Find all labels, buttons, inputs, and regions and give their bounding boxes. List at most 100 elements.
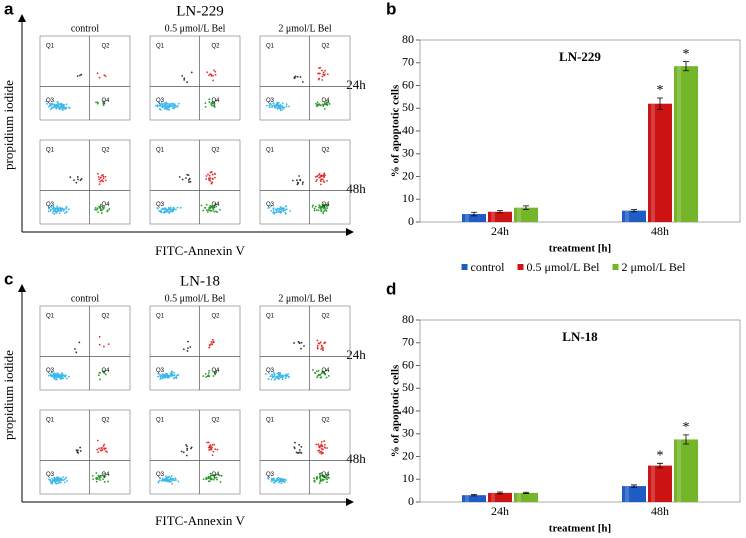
cell-dot [98,477,101,480]
cell-dot [220,474,223,477]
cell-dot [302,181,304,184]
cell-dot [187,340,189,343]
quadrant-label: Q2 [212,148,221,154]
cell-dot [319,480,322,483]
cell-dot [208,375,211,378]
bar [462,495,486,502]
y-tick-label: 50 [402,100,414,114]
cell-dot [56,100,59,103]
cell-dot [277,105,280,107]
cell-dot [173,103,176,106]
cell-dot [324,443,326,446]
cell-dot [213,476,216,478]
cell-dot [277,106,280,109]
cell-dot [215,476,218,479]
cell-dot [181,178,184,181]
error-bar [657,462,663,469]
column-label: 0.5 μmol/L Bel [165,23,226,34]
cell-dot [50,480,53,483]
plot-frame [39,305,131,391]
cell-dot [213,102,216,104]
y-tick-label: 30 [402,426,414,440]
cell-dot [294,441,296,444]
cell-dot [59,103,61,106]
cell-dot [164,373,167,376]
cell-dot [216,211,219,214]
cell-dot [285,212,287,215]
cell-dot [320,372,323,375]
cell-dot [208,101,211,103]
cell-dot [172,210,175,212]
cell-dot [104,373,107,376]
cell-dot [214,474,217,477]
cell-dot [103,371,105,374]
cell-dot [74,348,76,350]
bar-highlight [677,439,681,502]
cell-dot [272,477,275,480]
quadrant-label: Q1 [266,44,275,50]
cell-dot [277,476,280,479]
cell-dot [75,351,78,354]
cell-dot [317,450,320,452]
cell-dot [187,178,190,181]
cell-dot [213,206,216,209]
cell-dot [54,480,57,483]
cell-dot [166,106,169,108]
cell-dot [323,440,326,442]
cell-dot [267,207,270,210]
cell-dot [323,209,326,212]
legend-label: 2 μmol/L Bel [622,260,687,274]
cell-dot [173,107,175,110]
cell-dot [51,102,54,105]
cell-dot [65,208,67,210]
cell-dot [278,210,281,213]
cell-dot [322,71,325,74]
cell-dot [205,376,208,378]
cell-dot [270,478,273,481]
cell-dot [209,344,211,347]
cell-dot [272,209,275,212]
cell-dot [171,372,173,375]
quadrant-label: Q1 [156,148,165,154]
x-axis-label: treatment [h] [549,243,611,255]
cell-dot [103,370,106,372]
cell-dot [316,339,319,342]
plot-frame [149,35,241,121]
cell-dot [103,74,106,77]
cell-dot [314,372,317,375]
cell-dot [62,103,65,106]
cell-dot [52,372,55,375]
cell-dot [300,445,303,448]
cell-dot [177,102,180,105]
cell-dot [300,341,303,344]
cell-dot [160,208,163,211]
cell-dot [212,450,215,453]
cell-dot [171,102,173,105]
cell-dot [60,481,62,484]
cell-dot [98,343,101,346]
cell-dot [186,449,189,451]
cell-dot [156,105,159,108]
cell-dot [270,209,273,212]
cell-dot [283,478,286,481]
cell-dot [312,369,314,371]
cell-dot [55,211,58,214]
cell-dot [319,341,322,344]
cell-dot [159,210,162,213]
cell-dot [322,349,324,352]
cell-dot [46,102,49,105]
cell-dot [314,102,317,105]
error-bar [523,491,529,494]
cell-dot [169,207,171,210]
column-label: 2 μmol/L Bel [278,293,332,304]
quadrant-label: Q2 [102,44,111,50]
cell-dot [318,342,321,345]
cell-dot [60,479,63,482]
quadrant-label: Q4 [322,368,331,374]
cell-dot [320,175,323,178]
cell-dot [269,205,272,208]
cell-dot [285,103,288,106]
cell-dot [296,75,299,78]
cell-dot [208,369,210,372]
cell-dot [59,378,62,381]
